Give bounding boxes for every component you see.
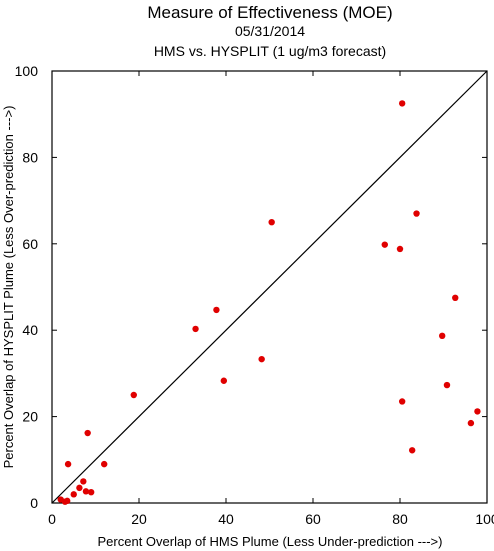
data-point: [443, 381, 451, 389]
chart-title: Measure of Effectiveness (MOE): [147, 3, 392, 22]
axis-ticks: 0 20 40 60 80 100 0 20 40 60 80 100: [15, 63, 494, 527]
y-tick-label: 100: [15, 63, 39, 79]
data-point: [82, 488, 90, 495]
plot-area: [51, 70, 488, 504]
x-tick-label: 100: [475, 511, 494, 527]
chart-subtitle-comparison: HMS vs. HYSPLIT (1 ug/m3 forecast): [154, 43, 386, 59]
data-point: [64, 460, 72, 468]
data-point: [258, 355, 265, 363]
data-point: [76, 484, 83, 492]
data-point: [70, 491, 77, 498]
chart-subtitle-date: 05/31/2014: [235, 23, 305, 39]
data-point: [452, 294, 459, 301]
data-point: [413, 210, 420, 217]
data-point: [268, 219, 275, 226]
x-tick-label: 80: [392, 511, 408, 527]
data-point: [101, 460, 108, 468]
data-point: [408, 447, 416, 454]
data-point: [381, 241, 388, 248]
data-point: [213, 306, 220, 314]
x-tick-label: 20: [131, 511, 147, 527]
data-point: [220, 377, 228, 384]
data-point: [474, 408, 481, 415]
y-tick-label: 80: [22, 149, 38, 165]
data-point: [398, 100, 406, 107]
y-tick-label: 60: [22, 236, 38, 252]
x-tick-label: 60: [305, 511, 321, 527]
data-point: [438, 332, 446, 340]
data-point: [87, 489, 95, 496]
data-point: [64, 497, 71, 505]
y-tick-label: 20: [22, 409, 38, 425]
data-point: [398, 398, 406, 405]
x-tick-label: 40: [218, 511, 234, 527]
data-points: [57, 100, 481, 505]
data-point: [130, 391, 137, 399]
plot-frame: [51, 70, 488, 504]
data-point: [396, 245, 404, 253]
data-point: [84, 429, 91, 437]
one-to-one-reference-line: [51, 70, 488, 504]
y-axis-label: Percent Overlap of HYSPLIT Plume (Less O…: [1, 106, 16, 469]
data-point: [192, 325, 199, 333]
y-tick-label: 0: [30, 495, 38, 511]
x-tick-label: 0: [48, 511, 56, 527]
x-axis-label: Percent Overlap of HMS Plume (Less Under…: [98, 534, 443, 549]
data-point: [467, 419, 475, 427]
y-tick-label: 40: [22, 322, 38, 338]
data-point: [80, 478, 87, 485]
